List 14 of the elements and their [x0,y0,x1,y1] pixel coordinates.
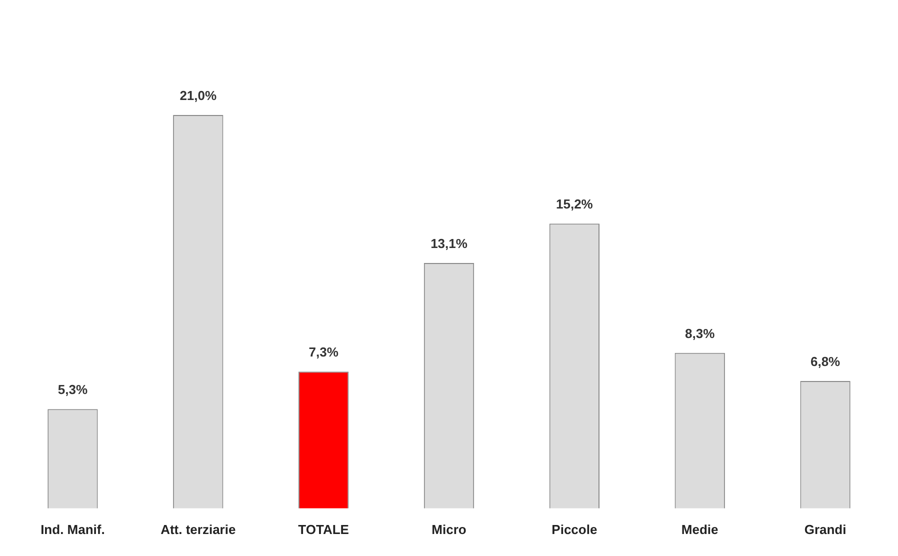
x-tick-label: TOTALE [298,522,350,537]
x-tick-label: Piccole [552,522,598,537]
data-label: 7,3% [308,344,339,360]
x-tick-label: Att. terziarie [160,522,236,537]
x-tick-label: Micro [432,522,466,537]
x-tick-label: Ind. Manif. [40,522,105,537]
data-label: 5,3% [58,382,88,398]
x-tick-label: Medie [681,522,718,537]
x-tick-label: Grandi [804,522,846,537]
data-label: 21,0% [180,88,218,104]
data-label: 15,2% [556,196,594,212]
data-label: 8,3% [685,326,716,341]
data-label: 6,8% [810,354,841,370]
data-label: 13,1% [430,236,468,252]
